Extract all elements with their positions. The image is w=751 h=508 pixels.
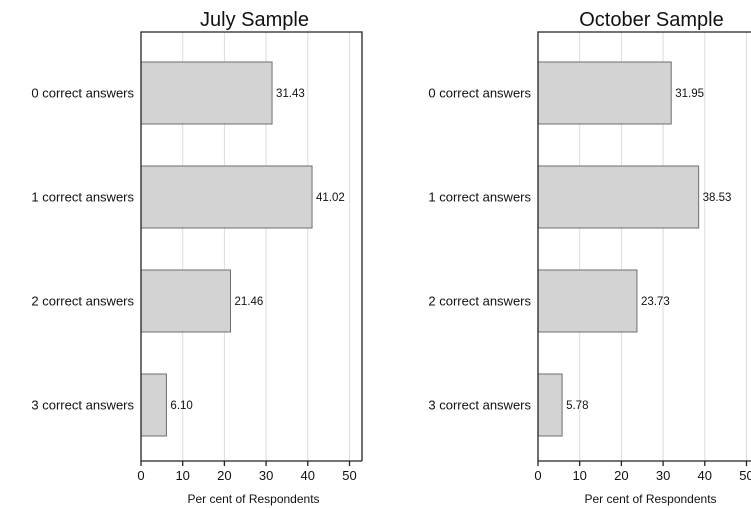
data-label: 6.10 bbox=[170, 400, 192, 412]
category-label: 3 correct answers bbox=[428, 398, 531, 413]
x-tick-label: 40 bbox=[301, 468, 315, 483]
category-label: 2 correct answers bbox=[428, 294, 531, 309]
category-label: 1 correct answers bbox=[31, 190, 134, 205]
data-label: 31.95 bbox=[675, 88, 704, 100]
x-tick-label: 10 bbox=[175, 468, 189, 483]
chart-title: July Sample bbox=[200, 9, 309, 31]
x-tick-label: 50 bbox=[342, 468, 356, 483]
x-tick-label: 20 bbox=[217, 468, 231, 483]
bar bbox=[140, 269, 231, 333]
category-label: 3 correct answers bbox=[31, 398, 134, 413]
bar bbox=[140, 165, 313, 229]
bar bbox=[537, 165, 700, 229]
data-label: 21.46 bbox=[234, 296, 263, 308]
x-tick-label: 10 bbox=[572, 468, 586, 483]
category-label: 0 correct answers bbox=[31, 86, 134, 101]
category-label: 0 correct answers bbox=[428, 86, 531, 101]
category-label: 2 correct answers bbox=[31, 294, 134, 309]
x-axis-label: Per cent of Respondents bbox=[187, 492, 319, 506]
x-tick-label: 0 bbox=[534, 468, 541, 483]
data-label: 5.78 bbox=[566, 400, 588, 412]
category-label: 1 correct answers bbox=[428, 190, 531, 205]
data-label: 31.43 bbox=[276, 88, 305, 100]
plot-frame bbox=[537, 31, 751, 461]
bar bbox=[140, 373, 167, 437]
chart-panel-2: October Sample 31.95 0 correct answers 38.5… bbox=[428, 9, 751, 506]
bar bbox=[537, 61, 672, 125]
x-axis-label: Per cent of Respondents bbox=[584, 492, 716, 506]
data-label: 41.02 bbox=[316, 192, 345, 204]
data-label: 23.73 bbox=[641, 296, 670, 308]
x-tick-label: 30 bbox=[259, 468, 273, 483]
x-tick-label: 0 bbox=[137, 468, 144, 483]
chart-title: October Sample bbox=[579, 9, 724, 31]
x-tick-label: 40 bbox=[698, 468, 712, 483]
bar bbox=[140, 61, 273, 125]
bar bbox=[537, 269, 638, 333]
x-tick-label: 20 bbox=[614, 468, 628, 483]
x-tick-label: 50 bbox=[739, 468, 751, 483]
data-label: 38.53 bbox=[703, 192, 732, 204]
x-tick-label: 30 bbox=[656, 468, 670, 483]
plot-frame bbox=[140, 31, 363, 461]
bar bbox=[537, 373, 563, 437]
chart-panel-1: July Sample 31.43 0 correct answers 41.02 1 … bbox=[31, 9, 363, 506]
